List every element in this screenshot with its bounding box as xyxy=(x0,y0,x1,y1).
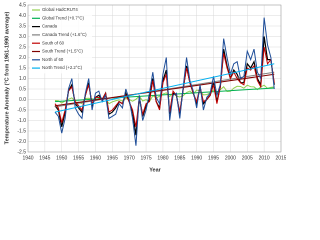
x-axis-label: Year xyxy=(149,167,161,173)
y-tick-label: 3.0 xyxy=(19,34,26,40)
y-tick-label: 2.5 xyxy=(19,44,26,50)
legend-label: Global Trend (+0.7°C) xyxy=(42,15,85,20)
y-tick-label: 1.5 xyxy=(19,65,26,71)
y-tick-label: 4.5 xyxy=(19,2,26,8)
y-tick-label: 4.0 xyxy=(19,13,26,19)
x-tick-label: 1965 xyxy=(107,155,118,161)
x-tick-label: 1950 xyxy=(56,155,67,161)
y-tick-label: 0.5 xyxy=(19,86,26,92)
legend-label: South Trend (+1.5°C) xyxy=(42,49,83,54)
y-tick-label: -2.5 xyxy=(17,149,26,155)
legend-label: North of 60 xyxy=(42,57,64,62)
chart: Year Temperature Anomaly (°C from 1961-1… xyxy=(4,2,286,173)
y-tick-label: -1.0 xyxy=(17,118,26,124)
x-tick-label: 2015 xyxy=(275,155,286,161)
x-tick-label: 1980 xyxy=(157,155,168,161)
x-tick-label: 1985 xyxy=(174,155,185,161)
x-tick-label: 1970 xyxy=(124,155,135,161)
x-tick-label: 1975 xyxy=(141,155,152,161)
y-tick-label: 1.0 xyxy=(19,76,26,82)
y-tick-label: 3.5 xyxy=(19,23,26,29)
series-line xyxy=(54,63,275,113)
legend-label: Canada xyxy=(42,24,58,29)
x-tick-label: 1960 xyxy=(90,155,101,161)
x-tick-label: 1995 xyxy=(208,155,219,161)
legend-label: South of 60 xyxy=(42,40,65,45)
legend-box xyxy=(30,6,92,74)
x-tick-label: 1955 xyxy=(73,155,84,161)
x-tick-label: 2010 xyxy=(259,155,270,161)
plot-frame xyxy=(27,4,282,153)
y-tick-label: 2.0 xyxy=(19,55,26,61)
legend-label: Global HadCRUT4 xyxy=(42,7,78,12)
x-tick-label: 2000 xyxy=(225,155,236,161)
y-tick-label: 0.0 xyxy=(19,97,26,103)
y-tick-label: -2.0 xyxy=(17,139,26,145)
x-tick-label: 1945 xyxy=(39,155,50,161)
y-axis-label: Temperature Anomaly (°C from 1961-1990 a… xyxy=(4,11,10,144)
y-tick-label: -0.5 xyxy=(17,107,26,113)
legend-label: North Trend (+2.2°C) xyxy=(42,65,83,70)
x-tick-label: 1990 xyxy=(191,155,202,161)
series-line xyxy=(54,17,275,146)
legend: Global HadCRUT4 Global Trend (+0.7°C) Cana… xyxy=(30,6,92,74)
x-tick-label: 2005 xyxy=(242,155,253,161)
legend-label: Canada Trend (+1.6°C) xyxy=(42,32,87,37)
y-tick-label: -1.5 xyxy=(17,128,26,134)
x-tick-label: 1940 xyxy=(22,155,33,161)
